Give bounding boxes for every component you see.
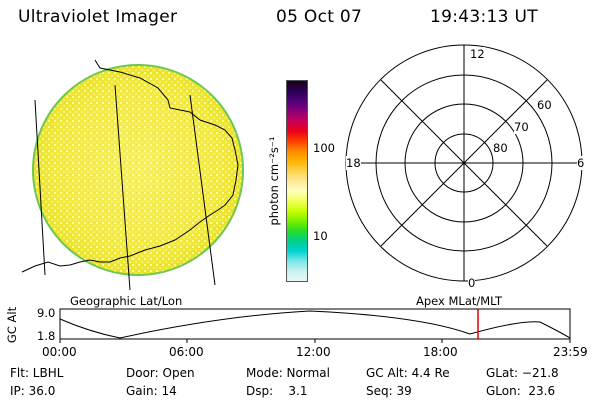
mode-info: Mode: Normal: [246, 366, 330, 380]
timeline-axis-label: GC Alt: [5, 306, 20, 344]
glon-info: GLon: 23.6: [486, 384, 556, 398]
colorbar-tick-10: 10: [313, 229, 328, 243]
gain-info: Gain: 14: [126, 384, 177, 398]
instrument-title: Ultraviolet Imager: [18, 7, 178, 27]
ip-info: IP: 36.0: [10, 384, 56, 398]
altitude-curve: [59, 310, 571, 339]
mlat-label-60: 60: [537, 98, 552, 112]
mlt-label-6: 6: [577, 156, 585, 170]
colorbar-unit-label: photon cm⁻²s⁻¹: [267, 136, 281, 226]
mlt-label-18: 18: [346, 156, 361, 170]
timeline-ymax: 9.0: [37, 306, 56, 320]
coastline: [21, 59, 239, 273]
mlat-label-70: 70: [514, 120, 529, 134]
earth-disk: [32, 64, 244, 276]
date-label: 05 Oct 07: [276, 7, 363, 27]
time-tick-1800: 18:00: [423, 345, 458, 359]
mlt-label-0: 0: [468, 276, 476, 290]
timeline-ymin: 1.8: [37, 329, 56, 343]
mlt-label-12: 12: [470, 47, 485, 61]
apex-label: Apex MLat/MLT: [416, 294, 503, 308]
glat-info: GLat: −21.8: [486, 366, 559, 380]
time-label: 19:43:13 UT: [430, 7, 538, 27]
dsp-info: Dsp: 3.1: [246, 384, 308, 398]
time-tick-2359: 23:59: [553, 345, 588, 359]
seq-info: Seq: 39: [366, 384, 412, 398]
mlat-label-80: 80: [493, 141, 508, 155]
geographic-label: Geographic Lat/Lon: [70, 294, 183, 308]
time-tick-1200: 12:00: [296, 345, 331, 359]
colorbar-tick-100: 100: [313, 141, 335, 155]
filter-info: Flt: LBHL: [10, 366, 64, 380]
door-info: Door: Open: [126, 366, 195, 380]
time-tick-0600: 06:00: [169, 345, 204, 359]
time-tick-0000: 00:00: [42, 345, 77, 359]
gc-alt-info: GC Alt: 4.4 Re: [366, 366, 450, 380]
meridian-lines: [34, 84, 216, 291]
colorbar: [286, 80, 308, 282]
